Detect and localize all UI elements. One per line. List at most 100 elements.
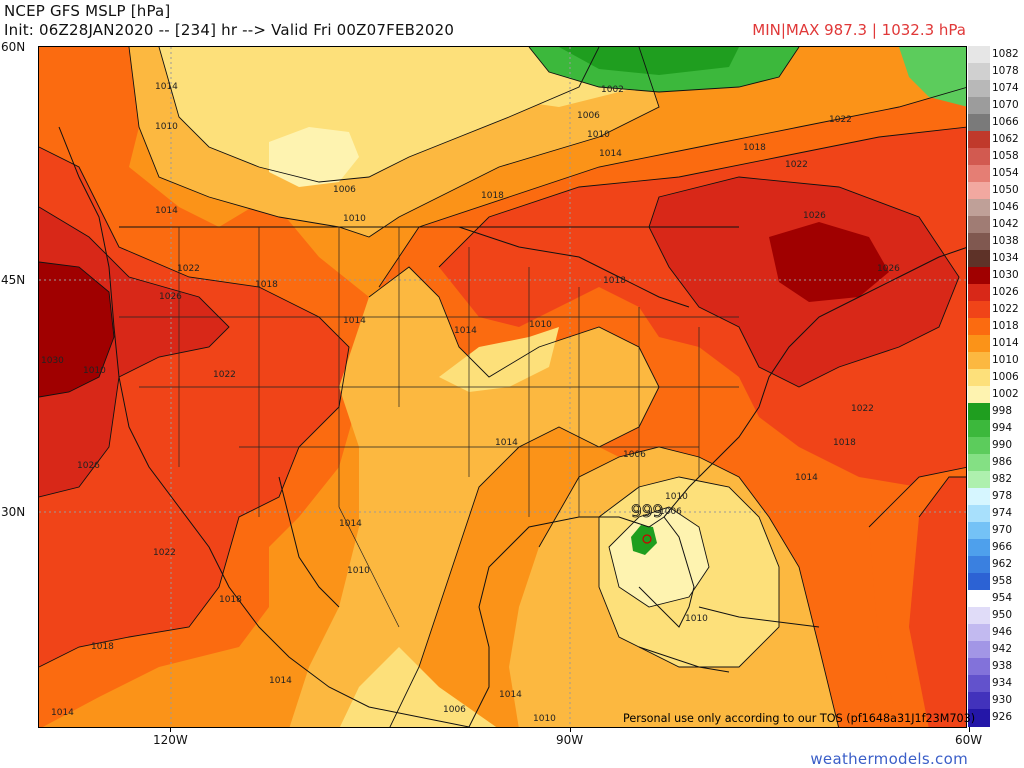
- contour-label: 1030: [41, 356, 64, 366]
- colorbar-swatch: [968, 539, 990, 557]
- colorbar-label: 1002: [992, 387, 1019, 400]
- colorbar-swatch: [968, 709, 990, 727]
- field-east-high-1030: [769, 222, 889, 302]
- colorbar-label: 1014: [992, 336, 1019, 349]
- contour-label: 1010: [83, 366, 106, 376]
- colorbar-label: 1074: [992, 81, 1019, 94]
- colorbar-swatch: [968, 454, 990, 472]
- contour-label: 1018: [833, 438, 856, 448]
- pressure-map[interactable]: 1014 1010 1014 1006 1010 1002 1006 1010 …: [38, 46, 967, 728]
- colorbar-swatch: [968, 318, 990, 336]
- init-valid-line: Init: 06Z28JAN2020 -- [234] hr --> Valid…: [4, 21, 455, 39]
- contour-label: 1014: [599, 149, 622, 159]
- contour-label: 1018: [91, 642, 114, 652]
- contour-label: 1014: [339, 519, 362, 529]
- low-center-marker: 999: [631, 502, 664, 544]
- colorbar-swatch: [968, 352, 990, 370]
- lat-label-45n: 45N: [1, 273, 26, 287]
- colorbar-swatch: [968, 369, 990, 387]
- colorbar-swatch: [968, 233, 990, 251]
- colorbar-label: 942: [992, 642, 1013, 655]
- colorbar-swatch: [968, 624, 990, 642]
- pressure-field-svg: 1014 1010 1014 1006 1010 1002 1006 1010 …: [39, 47, 966, 727]
- colorbar-label: 1038: [992, 234, 1019, 247]
- colorbar-swatch: [968, 80, 990, 98]
- contour-label: 1014: [343, 316, 366, 326]
- colorbar-label: 1070: [992, 98, 1019, 111]
- colorbar-swatch: [968, 471, 990, 489]
- lon-label-120w: 120W: [153, 727, 188, 747]
- colorbar-label: 1022: [992, 302, 1019, 315]
- contour-label: 1006: [623, 450, 646, 460]
- colorbar-label: 998: [992, 404, 1013, 417]
- colorbar-label: 974: [992, 506, 1013, 519]
- contour-label: 1006: [333, 185, 356, 195]
- colorbar-swatch: [968, 505, 990, 523]
- contour-label: 1006: [577, 111, 600, 121]
- contour-label: 1022: [213, 370, 236, 380]
- colorbar-label: 954: [992, 591, 1013, 604]
- colorbar-label: 1030: [992, 268, 1019, 281]
- field-gulf-1002: [609, 507, 709, 607]
- site-watermark[interactable]: weathermodels.com: [810, 750, 968, 768]
- colorbar-swatch: [968, 590, 990, 608]
- contour-label: 1014: [454, 326, 477, 336]
- contour-label: 1018: [255, 280, 278, 290]
- colorbar-label: 990: [992, 438, 1013, 451]
- coastlines: [58, 126, 966, 727]
- svg-text:999: 999: [631, 502, 663, 522]
- colorbar-label: 970: [992, 523, 1013, 536]
- contour-label: 1022: [851, 404, 874, 414]
- contour-label: 1026: [159, 292, 182, 302]
- colorbar-label: 1010: [992, 353, 1019, 366]
- contour-label: 1006: [659, 507, 682, 517]
- contour-label: 1006: [443, 705, 466, 715]
- field-north-1002: [269, 127, 359, 187]
- field-atlantic-1022: [909, 477, 966, 727]
- colorbar-label: 1042: [992, 217, 1019, 230]
- colorbar-swatch: [968, 607, 990, 625]
- colorbar-label: 1058: [992, 149, 1019, 162]
- lon-label-60w: 60W: [955, 727, 982, 747]
- contour-label: 1022: [153, 548, 176, 558]
- colorbar-label: 1054: [992, 166, 1019, 179]
- field-green-low-inner: [559, 47, 739, 75]
- contour-label: 1018: [219, 595, 242, 605]
- colorbar-label: 1066: [992, 115, 1019, 128]
- contour-label: 1022: [785, 160, 808, 170]
- contour-label: 1026: [877, 264, 900, 274]
- colorbar-label: 1082: [992, 47, 1019, 60]
- colorbar-label: 978: [992, 489, 1013, 502]
- colorbar-label: 946: [992, 625, 1013, 638]
- colorbar-label: 966: [992, 540, 1013, 553]
- colorbar-label: 930: [992, 693, 1013, 706]
- colorbar-swatch: [968, 216, 990, 234]
- colorbar-swatch: [968, 437, 990, 455]
- lat-label-60n: 60N: [1, 40, 26, 54]
- tos-notice: Personal use only according to our TOS (…: [623, 712, 976, 725]
- contour-label: 1018: [743, 143, 766, 153]
- colorbar-swatch: [968, 148, 990, 166]
- colorbar-swatch: [968, 165, 990, 183]
- colorbar-label: 938: [992, 659, 1013, 672]
- colorbar-label: 1062: [992, 132, 1019, 145]
- colorbar-label: 986: [992, 455, 1013, 468]
- contour-label: 1010: [343, 214, 366, 224]
- colorbar-label: 982: [992, 472, 1013, 485]
- contour-label: 1010: [347, 566, 370, 576]
- colorbar-label: 1034: [992, 251, 1019, 264]
- contour-label: 1014: [495, 438, 518, 448]
- borders: [119, 227, 739, 628]
- colorbar-swatch: [968, 182, 990, 200]
- contour-label: 1018: [603, 276, 626, 286]
- contour-label: 1002: [601, 85, 624, 95]
- colorbar-swatch: [968, 692, 990, 710]
- field-plains-1010: [289, 267, 659, 727]
- contour-label: 1026: [803, 211, 826, 221]
- colorbar-label: 1006: [992, 370, 1019, 383]
- colorbar-swatch: [968, 284, 990, 302]
- field-green-ne: [899, 47, 966, 107]
- colorbar-swatch: [968, 131, 990, 149]
- contour-label: 1018: [481, 191, 504, 201]
- colorbar-label: 1050: [992, 183, 1019, 196]
